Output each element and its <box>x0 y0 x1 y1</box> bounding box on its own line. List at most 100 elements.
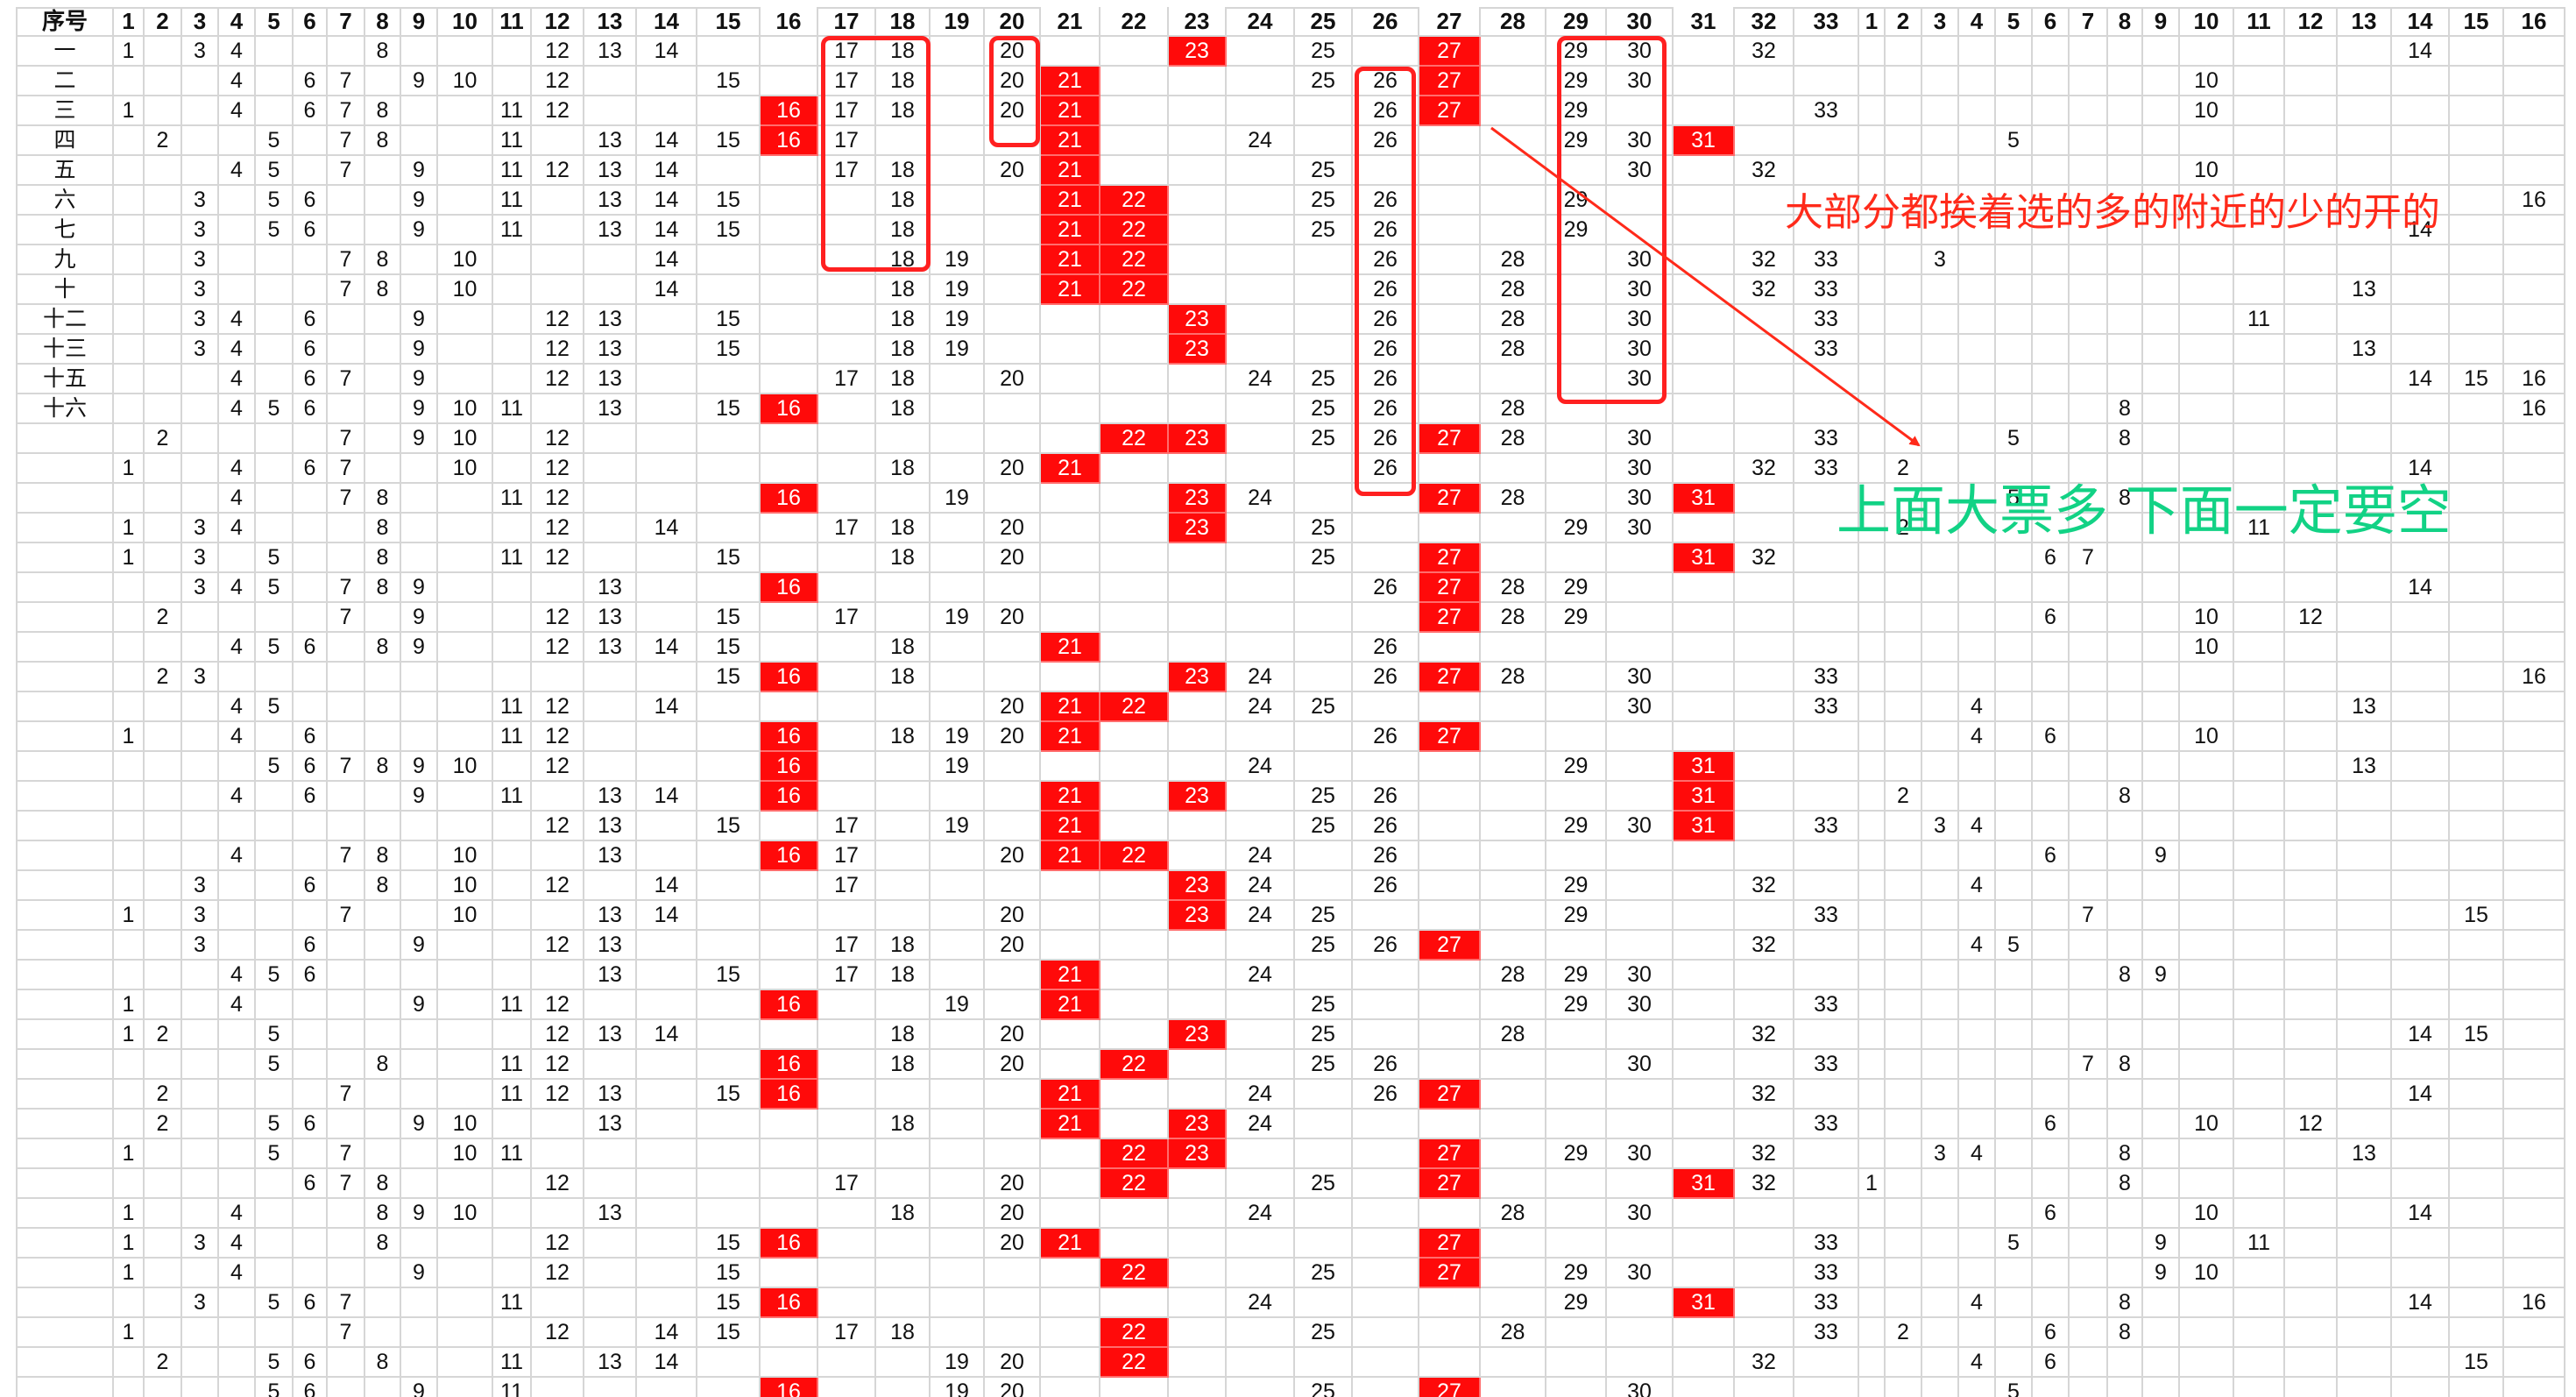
table-cell[interactable] <box>1922 1229 1959 1259</box>
table-cell[interactable] <box>1886 1110 1922 1139</box>
table-cell[interactable] <box>1295 573 1353 603</box>
table-cell[interactable] <box>931 1110 985 1139</box>
table-cell[interactable] <box>985 484 1041 514</box>
table-cell[interactable] <box>1353 1020 1419 1050</box>
table-cell[interactable]: 7 <box>328 424 365 454</box>
table-cell[interactable]: 12 <box>532 514 584 543</box>
table-cell[interactable] <box>2450 961 2504 990</box>
table-cell[interactable] <box>1922 126 1959 156</box>
table-cell[interactable] <box>2338 1050 2392 1080</box>
row-label-cell[interactable] <box>18 663 114 692</box>
table-cell[interactable] <box>1859 424 1886 454</box>
table-cell[interactable]: 18 <box>876 1318 931 1348</box>
table-cell[interactable] <box>438 96 493 126</box>
table-cell[interactable] <box>931 1229 985 1259</box>
table-cell[interactable]: 14 <box>2392 365 2450 394</box>
table-cell[interactable] <box>328 812 365 841</box>
table-cell[interactable] <box>931 901 985 931</box>
table-cell[interactable] <box>2033 126 2070 156</box>
table-cell[interactable] <box>114 1378 145 1397</box>
table-cell[interactable] <box>2180 37 2234 67</box>
table-cell[interactable] <box>2450 1050 2504 1080</box>
table-cell[interactable] <box>1859 186 1886 216</box>
table-cell[interactable] <box>1546 335 1607 365</box>
table-cell[interactable] <box>1794 37 1859 67</box>
table-cell[interactable]: 26 <box>1353 454 1419 484</box>
table-cell[interactable]: 22 <box>1100 1259 1169 1288</box>
table-cell[interactable]: 4 <box>1959 722 1996 752</box>
table-cell[interactable] <box>1227 812 1295 841</box>
table-cell[interactable] <box>931 1199 985 1229</box>
table-cell[interactable]: 15 <box>697 812 761 841</box>
table-cell[interactable] <box>1959 305 1996 335</box>
row-label-cell[interactable] <box>18 603 114 633</box>
row-label-cell[interactable] <box>18 752 114 782</box>
table-cell[interactable]: 19 <box>931 245 985 275</box>
table-cell[interactable] <box>818 335 876 365</box>
table-cell[interactable] <box>2180 663 2234 692</box>
table-cell[interactable] <box>1959 365 1996 394</box>
table-cell[interactable] <box>328 663 365 692</box>
table-cell[interactable]: 8 <box>2108 1139 2143 1169</box>
table-cell[interactable] <box>2070 305 2108 335</box>
table-cell[interactable] <box>182 1378 219 1397</box>
table-cell[interactable] <box>637 1050 697 1080</box>
table-cell[interactable]: 3 <box>182 931 219 961</box>
header-cell[interactable]: 13 <box>2338 7 2392 37</box>
header-cell[interactable]: 7 <box>328 7 365 37</box>
table-cell[interactable]: 14 <box>2392 454 2450 484</box>
table-cell[interactable]: 6 <box>294 1169 328 1199</box>
table-cell[interactable] <box>761 305 818 335</box>
table-cell[interactable]: 24 <box>1227 901 1295 931</box>
table-cell[interactable] <box>2338 245 2392 275</box>
table-cell[interactable]: 11 <box>493 692 532 722</box>
header-cell[interactable]: 4 <box>1959 7 1996 37</box>
table-cell[interactable] <box>1996 841 2033 871</box>
table-cell[interactable] <box>584 871 637 901</box>
table-cell[interactable] <box>401 126 438 156</box>
table-cell[interactable] <box>637 484 697 514</box>
table-cell[interactable] <box>1419 454 1481 484</box>
table-cell[interactable] <box>256 484 294 514</box>
table-cell[interactable] <box>1481 1229 1546 1259</box>
table-cell[interactable]: 9 <box>401 752 438 782</box>
table-cell[interactable] <box>1859 37 1886 67</box>
table-cell[interactable]: 4 <box>219 633 256 663</box>
table-cell[interactable]: 7 <box>328 484 365 514</box>
table-cell[interactable]: 12 <box>532 603 584 633</box>
table-cell[interactable] <box>493 1199 532 1229</box>
table-cell[interactable] <box>401 96 438 126</box>
table-cell[interactable] <box>1546 1050 1607 1080</box>
table-cell[interactable] <box>1607 752 1674 782</box>
table-cell[interactable] <box>1794 1378 1859 1397</box>
table-cell[interactable] <box>401 543 438 573</box>
table-cell[interactable] <box>1859 812 1886 841</box>
table-cell[interactable] <box>2070 186 2108 216</box>
table-cell[interactable]: 9 <box>401 335 438 365</box>
table-cell[interactable]: 33 <box>1794 245 1859 275</box>
table-cell[interactable] <box>761 961 818 990</box>
table-cell[interactable]: 7 <box>328 841 365 871</box>
table-cell[interactable]: 3 <box>182 245 219 275</box>
table-cell[interactable] <box>256 841 294 871</box>
table-cell[interactable] <box>2504 1348 2565 1378</box>
table-cell[interactable] <box>985 1318 1041 1348</box>
table-cell[interactable] <box>818 1020 876 1050</box>
table-cell[interactable] <box>1922 692 1959 722</box>
table-cell[interactable] <box>2285 931 2338 961</box>
table-cell[interactable] <box>1353 514 1419 543</box>
table-cell[interactable] <box>1922 1199 1959 1229</box>
table-cell[interactable] <box>1100 1288 1169 1318</box>
table-cell[interactable] <box>761 543 818 573</box>
table-cell[interactable] <box>2143 1169 2180 1199</box>
table-cell[interactable] <box>219 275 256 305</box>
table-cell[interactable] <box>1607 782 1674 812</box>
table-cell[interactable] <box>1996 901 2033 931</box>
table-cell[interactable] <box>1169 603 1227 633</box>
table-cell[interactable]: 29 <box>1546 216 1607 245</box>
table-cell[interactable] <box>1886 424 1922 454</box>
table-cell[interactable] <box>1041 931 1100 961</box>
table-cell[interactable] <box>1041 543 1100 573</box>
table-cell[interactable] <box>2180 782 2234 812</box>
